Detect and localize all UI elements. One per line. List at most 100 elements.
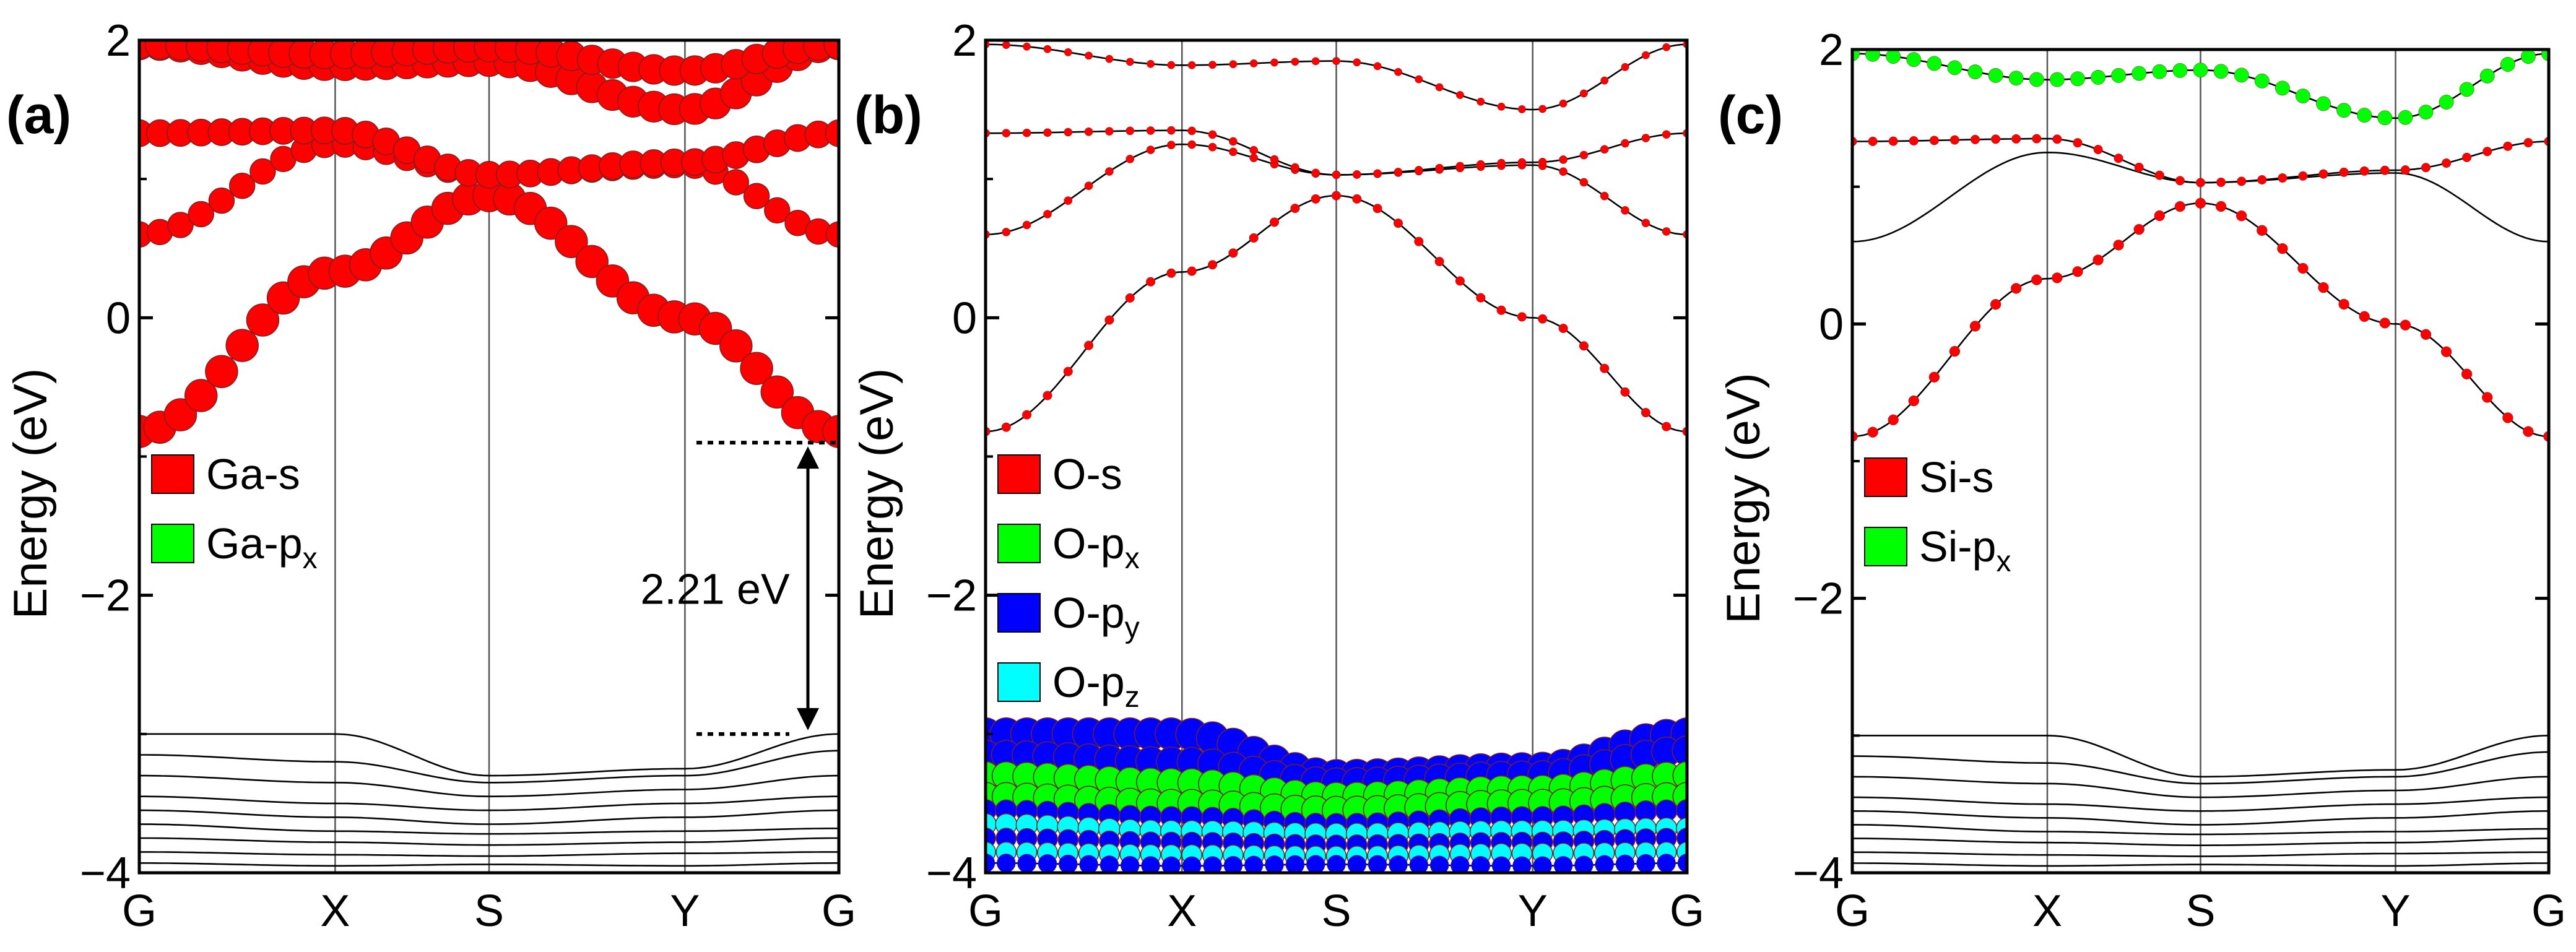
weight-point <box>1600 363 1610 373</box>
weight-point <box>2380 165 2390 175</box>
weight-point <box>575 244 609 279</box>
weight-point <box>1909 136 1919 146</box>
weight-point <box>1290 204 1300 214</box>
weight-point <box>2237 176 2247 186</box>
weight-point <box>1435 163 1444 173</box>
weight-point <box>1141 856 1160 873</box>
y-tick-label: 2 <box>1819 25 1844 75</box>
weight-point <box>1988 67 2003 83</box>
legend-swatch <box>1864 527 1907 566</box>
weight-point <box>184 379 218 412</box>
weight-point <box>825 221 839 248</box>
weight-point <box>2400 165 2410 175</box>
weight-point <box>1249 59 1258 67</box>
weight-point <box>2479 68 2495 84</box>
legend-label: O-pz <box>1052 658 1140 714</box>
x-tick-label: Y <box>670 886 700 936</box>
weight-point <box>2503 141 2513 151</box>
x-tick-label: X <box>2032 886 2062 936</box>
weight-point <box>1497 158 1506 168</box>
weight-point <box>1414 166 1423 175</box>
weight-point <box>1125 126 1135 136</box>
weight-point <box>1002 41 1010 50</box>
band-line <box>1852 776 2549 798</box>
weight-point <box>1970 134 1980 144</box>
weight-point <box>1600 145 1609 154</box>
legend-subscript: x <box>1125 542 1140 575</box>
y-tick-label: 0 <box>1819 300 1844 349</box>
band-line <box>139 750 839 784</box>
weight-point <box>1641 134 1650 142</box>
weight-point <box>1434 256 1444 267</box>
weight-point <box>997 854 1016 873</box>
weight-point <box>2297 262 2309 274</box>
weight-point <box>1657 854 1676 873</box>
weight-point <box>2091 69 2106 85</box>
weight-point <box>1558 323 1568 334</box>
weight-point <box>1022 410 1032 420</box>
weight-point <box>1059 854 1078 873</box>
panel-label: (a) <box>6 85 71 145</box>
band-line <box>139 809 839 825</box>
band-line <box>1852 735 2549 778</box>
weight-point <box>163 398 197 431</box>
weight-point <box>1208 61 1217 69</box>
legend-swatch <box>997 662 1041 702</box>
weight-point <box>1043 128 1052 137</box>
weight-point <box>2418 105 2434 120</box>
weight-point <box>1306 855 1325 873</box>
weight-point <box>1249 154 1259 162</box>
weight-point <box>1229 60 1238 69</box>
weight-point <box>1621 63 1629 71</box>
weight-point <box>1414 236 1424 246</box>
weight-point <box>1429 855 1449 873</box>
legend-label: O-px <box>1052 519 1140 575</box>
weight-point <box>822 415 839 448</box>
weight-point <box>1332 57 1340 66</box>
x-tick-label: G <box>1835 886 1870 936</box>
weight-point <box>1146 145 1155 154</box>
weight-point <box>1471 856 1491 873</box>
weight-point <box>1949 345 1961 357</box>
weight-point <box>2111 67 2127 83</box>
weight-point <box>1147 59 1155 68</box>
weight-point <box>722 169 750 196</box>
weight-point <box>1105 167 1114 176</box>
band-line <box>139 837 839 846</box>
weight-point <box>1125 155 1135 163</box>
weight-point <box>719 329 753 363</box>
weight-point <box>1435 83 1444 92</box>
weight-point <box>1023 42 1031 51</box>
weight-point <box>2459 82 2474 97</box>
weight-point <box>1662 43 1671 51</box>
y-axis-label: Energy (eV) <box>1717 373 1770 624</box>
weight-point <box>1620 387 1630 397</box>
weight-point <box>1311 194 1321 204</box>
weight-point <box>2318 169 2328 179</box>
weight-point <box>1476 160 1485 169</box>
legend-swatch <box>151 524 194 563</box>
weight-point <box>825 119 839 147</box>
weight-point <box>2502 412 2513 423</box>
weight-point <box>1064 196 1073 205</box>
panel-label: (b) <box>854 85 922 145</box>
legend-subscript: y <box>1125 612 1140 644</box>
weight-point <box>2172 63 2188 78</box>
weight-point <box>1291 163 1299 172</box>
x-tick-label: S <box>474 886 504 936</box>
weight-point <box>2398 110 2413 125</box>
weight-point <box>1538 105 1547 113</box>
weight-point <box>1022 220 1031 230</box>
weight-point <box>1229 137 1238 146</box>
weight-point <box>1167 61 1176 69</box>
weight-point <box>1353 58 1361 67</box>
weight-point <box>1947 60 1962 76</box>
weight-point <box>1063 366 1073 376</box>
legend-swatch <box>997 593 1041 633</box>
weight-point <box>2154 210 2165 222</box>
weight-point <box>1167 141 1176 150</box>
plot-area <box>986 40 1687 873</box>
weight-point <box>2195 197 2206 209</box>
weight-point <box>1553 856 1573 873</box>
weight-point <box>1146 277 1156 287</box>
